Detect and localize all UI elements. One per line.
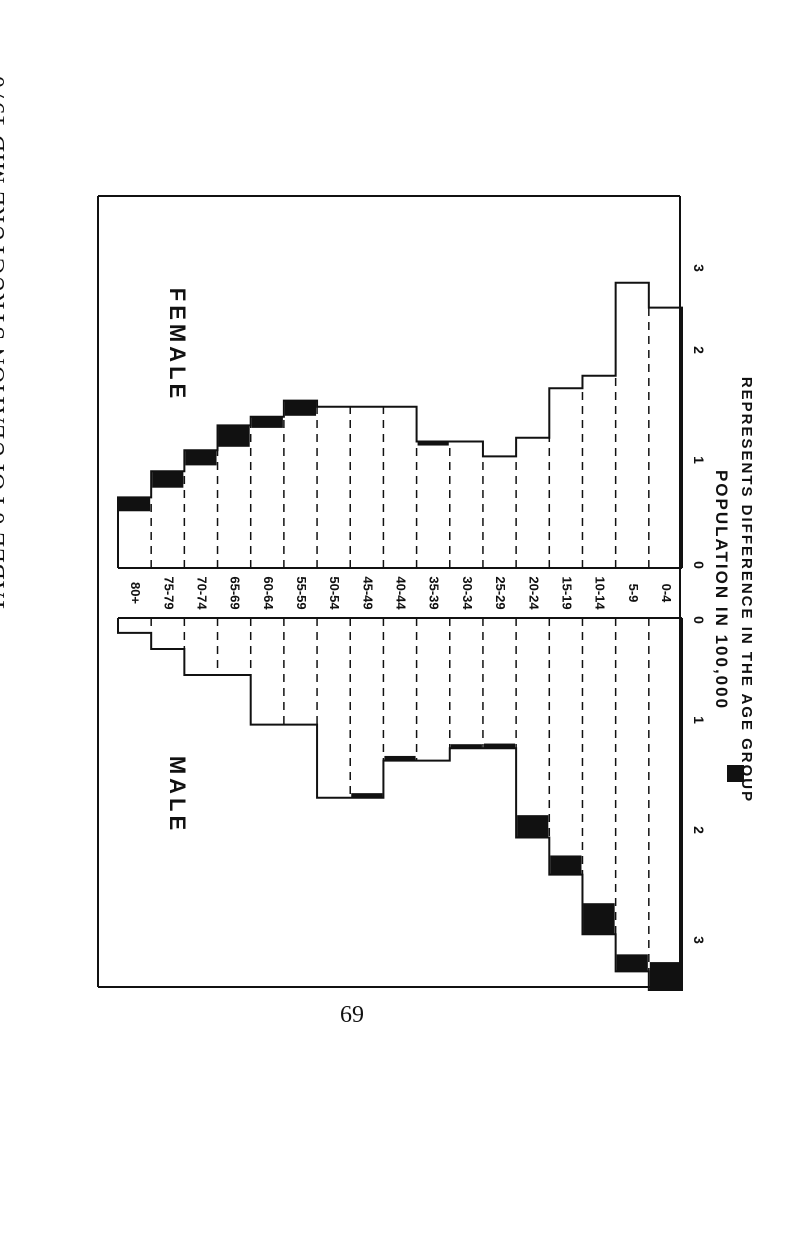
surplus-block-female [417,441,449,446]
surplus-block-female [284,400,317,416]
surplus-block-male [616,954,648,972]
age-group-label: 55-59 [294,576,309,609]
population-tick-label: 1 [691,716,707,724]
surplus-block-male [450,744,482,749]
surplus-block-female [251,416,283,428]
age-group-label: 20-24 [526,576,541,610]
female-outline [117,281,683,568]
population-tick-label: 3 [691,264,707,272]
surplus-block-male [517,815,549,838]
population-tick-label: 0 [691,561,707,569]
age-group-label: 65-69 [228,576,243,609]
surplus-block-male [483,743,516,749]
age-group-label: 25-29 [493,576,508,609]
legend-text: REPRESENTS DIFFERENCE IN THE AGE GROUP [738,377,755,803]
population-tick-label: 2 [691,346,707,354]
surplus-block-male [550,855,582,875]
surplus-block-male [351,793,383,798]
age-group-label: 35-39 [427,576,442,609]
age-group-label: 70-74 [195,576,210,610]
age-group-label: 45-49 [360,576,375,609]
age-group-label: 10-14 [593,576,608,610]
male-label: MALE [165,756,190,834]
bars-layer [117,281,683,991]
population-tick-label: 3 [691,936,707,944]
surplus-block-female [185,450,217,466]
age-group-label: 60-64 [261,576,276,610]
surplus-block-female [218,425,250,447]
age-group-label: 50-54 [327,576,342,610]
surplus-block-female [119,497,151,512]
age-group-label: 75-79 [161,576,176,609]
population-tick-label: 0 [691,616,707,624]
surplus-block-female [152,471,184,488]
female-label: FEMALE [165,288,190,402]
age-group-label: 40-44 [394,576,409,610]
population-tick-label: 1 [691,456,707,464]
age-group-label: 5-9 [626,584,641,603]
x-axis-label: POPULATION IN 100,000 [712,470,731,710]
page-number: 69 [340,1002,364,1028]
age-group-label: 15-19 [559,576,574,609]
age-group-label: 80+ [128,582,143,604]
surplus-block-male [384,755,416,761]
population-tick-label: 2 [691,826,707,834]
surplus-block-male [649,962,681,990]
age-group-label: 30-34 [460,576,475,610]
legend-swatch [727,765,744,782]
age-group-label: 0-4 [659,584,674,604]
chart-frame [97,195,682,988]
surplus-block-male [583,903,615,935]
labels-layer: 80+ 75-79 70-74 65-69 60-64 55-59 50-54 45-49 40… [128,264,755,944]
